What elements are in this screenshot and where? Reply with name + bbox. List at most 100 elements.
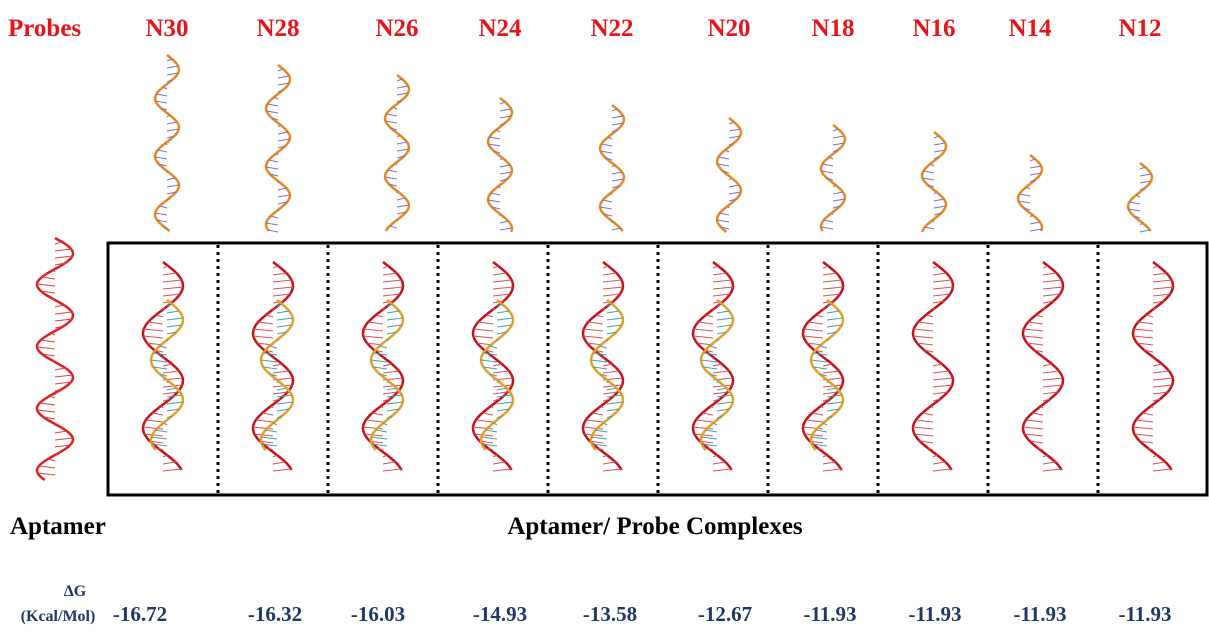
complex-probe-rung xyxy=(716,380,719,384)
complex-probe-rung xyxy=(826,310,840,314)
complex-strand-rung xyxy=(474,433,494,437)
probe-helix-rung xyxy=(1133,215,1141,219)
complex-strand xyxy=(251,261,295,471)
complex-strand-rung xyxy=(380,405,384,409)
probe-helix-rung xyxy=(495,129,501,133)
complex-strand-rung xyxy=(1032,412,1044,416)
complex-strand-rung xyxy=(492,293,511,297)
probe-helix-rung xyxy=(499,178,508,182)
complex-probe-rung xyxy=(166,331,177,335)
complex-probe-rung xyxy=(159,373,168,377)
probe-helix-rung xyxy=(155,212,168,216)
probe-helix-rung xyxy=(488,143,501,147)
complex-strand-rung xyxy=(1042,391,1058,395)
probe-helix xyxy=(153,54,181,232)
complex-probe-rung xyxy=(606,380,609,384)
complex-strand-rung xyxy=(707,447,714,451)
aptamer-helix-rung xyxy=(41,353,56,357)
probe-helix-rung xyxy=(832,191,844,195)
complex-strand-rung xyxy=(932,293,951,297)
complex-probe-rung xyxy=(386,380,389,384)
probe-helix-rung xyxy=(267,229,279,233)
aptamer-helix-rung xyxy=(36,283,56,287)
aptamer-helix-rung xyxy=(39,402,56,406)
probe-helix-rung xyxy=(491,206,501,210)
probe-helix-rung xyxy=(719,212,730,216)
probe-helix-rung xyxy=(271,117,279,121)
probe-label: N28 xyxy=(256,15,299,42)
probe-helix-rung xyxy=(270,215,279,219)
complex-probe-rung xyxy=(273,422,278,426)
complex-probe-rung xyxy=(261,443,278,447)
probe-helix xyxy=(819,124,847,232)
complex-probe-rung xyxy=(276,415,283,419)
complex-probe-rung xyxy=(150,359,168,363)
probe-helix-rung xyxy=(724,149,730,153)
probe-helix-rung xyxy=(832,149,839,153)
complex-probe-rung xyxy=(826,331,837,335)
probe-helix xyxy=(383,74,411,232)
complex-probe-rung xyxy=(496,401,513,405)
complex-probe-rung xyxy=(713,422,718,426)
probe-helix-rung xyxy=(717,163,730,167)
probe-helix-rung xyxy=(602,199,613,203)
complex-strand-rung xyxy=(272,468,292,472)
probe-helix-rung xyxy=(166,128,179,132)
complex-probe-rung xyxy=(810,359,828,363)
complex-probe-rung xyxy=(703,352,718,356)
complex-probe-rung xyxy=(276,303,283,307)
delta-g-value: -11.93 xyxy=(1118,602,1171,626)
complex-strand-rung xyxy=(932,370,950,374)
complex-strand-rung xyxy=(492,370,510,374)
probe-helix-rung xyxy=(154,156,168,160)
complex-probe-rung xyxy=(701,436,718,440)
complex-probe-rung xyxy=(386,303,393,307)
probe-helix-rung xyxy=(493,150,501,154)
complex-probe-rung xyxy=(373,366,388,370)
complex-strand-rung xyxy=(712,307,716,311)
delta-g-unit: (Kcal/Mol) xyxy=(21,608,96,625)
complex-strand-rung xyxy=(817,447,824,451)
aptamer-helix-rung xyxy=(52,360,56,364)
complex-probe-rung xyxy=(166,415,173,419)
complex-strand-rung xyxy=(1042,377,1063,381)
complex-strand-rung xyxy=(270,405,274,409)
complex-strand-rung xyxy=(804,433,824,437)
probe-helix-rung xyxy=(273,96,279,100)
probe-helix-rung xyxy=(384,176,398,180)
probe-helix-rung xyxy=(267,103,279,107)
probe-helix-rung xyxy=(927,184,935,188)
probe-helix-rung xyxy=(822,163,834,167)
complex-strand-rung xyxy=(822,468,842,472)
complex-probe-rung xyxy=(276,324,292,328)
complex-strand-rung xyxy=(913,426,934,430)
probe-helix-rung xyxy=(277,194,291,198)
complex-strand-rung xyxy=(382,454,388,458)
complex-probe-rung xyxy=(276,394,292,398)
complex-probe-rung xyxy=(496,331,507,335)
aptamer-helix-rung xyxy=(40,339,56,343)
probe-helix-rung xyxy=(599,206,613,210)
complex-probe-rung xyxy=(496,303,503,307)
complex-strand-rung xyxy=(382,461,396,465)
complex-strand-rung xyxy=(712,363,723,367)
complex-strand-rung xyxy=(913,335,934,339)
probe-helix-rung xyxy=(166,121,178,125)
complex-strand-rung xyxy=(363,335,384,339)
complex-strand-rung xyxy=(602,468,622,472)
probe-helix-rung xyxy=(499,227,513,231)
complex-probe-rung xyxy=(496,387,507,391)
complex-probe-rung xyxy=(166,394,182,398)
complex-strand-rung xyxy=(162,370,180,374)
complex-strand-rung xyxy=(272,454,278,458)
probe-helix-rung xyxy=(160,107,168,111)
complex-strand-rung xyxy=(382,286,403,290)
complex-strand-rung xyxy=(1152,384,1173,388)
complex-probe-rung xyxy=(166,387,177,391)
probe-helix-rung xyxy=(1128,208,1141,212)
probe-helix-rung xyxy=(832,205,841,209)
probe-helix-rung xyxy=(932,219,935,223)
complex-strand-rung xyxy=(272,391,288,395)
complex-strand-rung xyxy=(822,370,840,374)
probe-helix-rung xyxy=(611,171,623,175)
